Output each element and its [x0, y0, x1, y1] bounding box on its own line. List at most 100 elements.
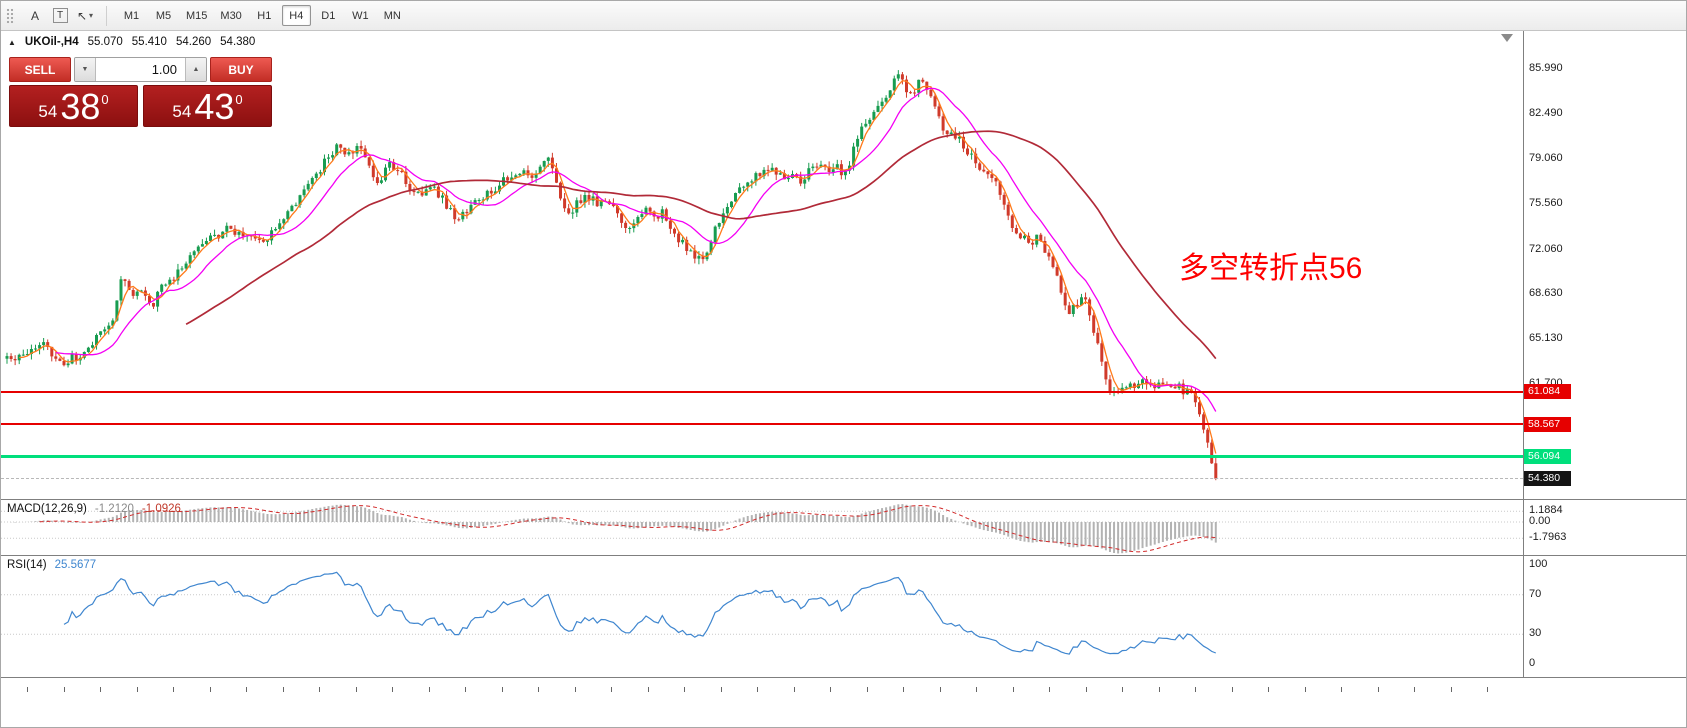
rsi-line: [63, 571, 1217, 655]
macd-value-main: -1.2120: [94, 503, 134, 515]
time-tick: [501, 687, 503, 692]
rsi-value: 25.5677: [54, 559, 97, 571]
buy-price-display[interactable]: 54 43 0: [143, 85, 272, 127]
price-line-56.094[interactable]: [1, 455, 1523, 458]
volume-increase-button[interactable]: ▲: [185, 58, 206, 81]
time-tick: [1122, 687, 1123, 692]
toolbar-grip[interactable]: [6, 7, 15, 24]
price-chart-panel[interactable]: ▲ UKOil-,H4 55.070 55.410 54.260 54.380 …: [1, 31, 1686, 499]
macd-title: MACD(12,26,9): [7, 503, 87, 515]
timeframe-m5-button[interactable]: M5: [155, 9, 172, 22]
time-tick: [1268, 687, 1269, 692]
price-tag-56.094: 56.094: [1524, 448, 1571, 464]
time-tick: [63, 687, 65, 692]
ohlc-open: 55.070: [87, 36, 123, 48]
time-tick: [538, 687, 539, 692]
rsi-axis-label: 0: [1529, 657, 1536, 669]
time-tick: [136, 687, 138, 692]
price-line-61.084[interactable]: [1, 390, 1523, 393]
ma-line-45: [185, 130, 1217, 360]
chevron-down-icon: ▾: [89, 11, 94, 20]
time-tick: [1195, 687, 1196, 692]
time-tick: [392, 687, 393, 692]
rsi-panel[interactable]: RSI(14) 25.5677 100 70 30 0: [1, 555, 1686, 677]
ma-line-4: [19, 80, 1217, 454]
rsi-plot: [1, 571, 1523, 655]
price-axis[interactable]: 85.990 82.490 79.060 75.560 72.060 68.630 65.1…: [1523, 31, 1686, 499]
text-label-icon[interactable]: A: [24, 5, 46, 27]
price-axis-label: 79.060: [1529, 151, 1563, 164]
price-line-54.380[interactable]: [1, 478, 1523, 480]
ohlc-close: 54.380: [220, 36, 256, 48]
buy-price-main: 54: [172, 102, 192, 121]
time-tick: [1377, 687, 1379, 692]
timeframe-m1-button[interactable]: M1: [123, 9, 140, 22]
buy-button[interactable]: BUY: [210, 57, 272, 82]
macd-axis-label: 1.1884: [1529, 504, 1563, 517]
price-axis-label: 72.060: [1529, 242, 1563, 255]
volume-input[interactable]: [96, 58, 185, 81]
one-click-trading-panel: SELL ▼ ▲ BUY 54 38 0 54 43 0: [9, 57, 272, 127]
rsi-label: RSI(14) 25.5677: [7, 559, 96, 571]
time-tick: [282, 687, 284, 692]
rsi-axis[interactable]: 100 70 30 0: [1523, 556, 1686, 677]
rsi-title: RSI(14): [7, 559, 47, 571]
macd-label: MACD(12,26,9) -1.2120 -1.0926: [7, 503, 181, 515]
cursor-glyph: ↖: [76, 8, 88, 23]
price-line-58.567[interactable]: [1, 423, 1523, 426]
time-tick: [1049, 687, 1050, 692]
time-tick: [647, 687, 649, 692]
symbol-name: UKOil-,H4: [24, 36, 79, 48]
symbol-marker-icon: ▲: [8, 37, 16, 47]
price-tag-54.380: 54.380: [1524, 471, 1571, 487]
macd-histogram: [10, 504, 1217, 554]
time-tick: [1012, 687, 1014, 692]
timeframe-w1-button[interactable]: W1: [352, 9, 369, 22]
macd-axis-label: 0.00: [1529, 515, 1551, 527]
text-box-icon[interactable]: T: [49, 5, 71, 27]
time-tick: [1231, 687, 1233, 692]
time-tick: [1414, 687, 1415, 692]
sell-price-sup: 0: [101, 92, 109, 107]
macd-axis-label: -1.7963: [1529, 531, 1567, 544]
price-axis-label: 85.990: [1529, 62, 1563, 74]
macd-panel[interactable]: MACD(12,26,9) -1.2120 -1.0926 1.1884 0.00…: [1, 499, 1686, 555]
toolbar: A T ↖ ▾ M1 M5 M15 M30 H1 H4 D1 W1 MN: [1, 1, 1686, 31]
timeframe-m30-button[interactable]: M30: [220, 9, 242, 22]
volume-dropdown-button[interactable]: ▼: [75, 58, 96, 81]
volume-control: ▼ ▲: [74, 57, 207, 82]
chart-ohlc-header: ▲ UKOil-,H4 55.070 55.410 54.260 54.380: [8, 36, 255, 48]
sell-price-display[interactable]: 54 38 0: [9, 85, 138, 127]
sell-button[interactable]: SELL: [9, 57, 71, 82]
time-tick: [976, 687, 977, 692]
timeframe-m15-button[interactable]: M15: [186, 9, 208, 22]
chart-annotation-text[interactable]: 多空转折点56: [1179, 252, 1363, 285]
time-tick: [720, 687, 722, 692]
cursor-mode-icon[interactable]: ↖ ▾: [74, 5, 96, 27]
sell-price-pips: 38: [60, 86, 101, 128]
timeframe-mn-button[interactable]: MN: [383, 9, 401, 22]
time-axis[interactable]: [1, 677, 1686, 727]
text-box-glyph: T: [52, 8, 68, 23]
time-tick: [209, 687, 211, 692]
macd-axis[interactable]: 1.1884 0.00 -1.7963: [1523, 500, 1686, 555]
time-tick: [100, 687, 101, 692]
price-axis-label: 68.630: [1529, 286, 1563, 299]
time-tick: [1341, 687, 1342, 692]
candlestick-chart[interactable]: [1, 31, 1523, 499]
buy-price-pips: 43: [194, 86, 235, 128]
timeframe-d1-button[interactable]: D1: [321, 9, 336, 22]
time-tick: [173, 687, 174, 692]
timeframe-h4-button[interactable]: H4: [281, 5, 311, 26]
time-tick: [1085, 687, 1087, 692]
time-tick: [793, 687, 795, 692]
time-tick: [1158, 687, 1160, 692]
time-tick: [574, 687, 576, 692]
timeframe-h1-button[interactable]: H1: [257, 9, 272, 22]
time-tick: [830, 687, 831, 692]
rsi-axis-label: 70: [1529, 587, 1542, 600]
time-tick: [684, 687, 685, 692]
chart-shift-marker-icon[interactable]: [1501, 34, 1513, 42]
ohlc-high: 55.410: [131, 36, 167, 48]
price-tag-58.567: 58.567: [1524, 416, 1571, 432]
